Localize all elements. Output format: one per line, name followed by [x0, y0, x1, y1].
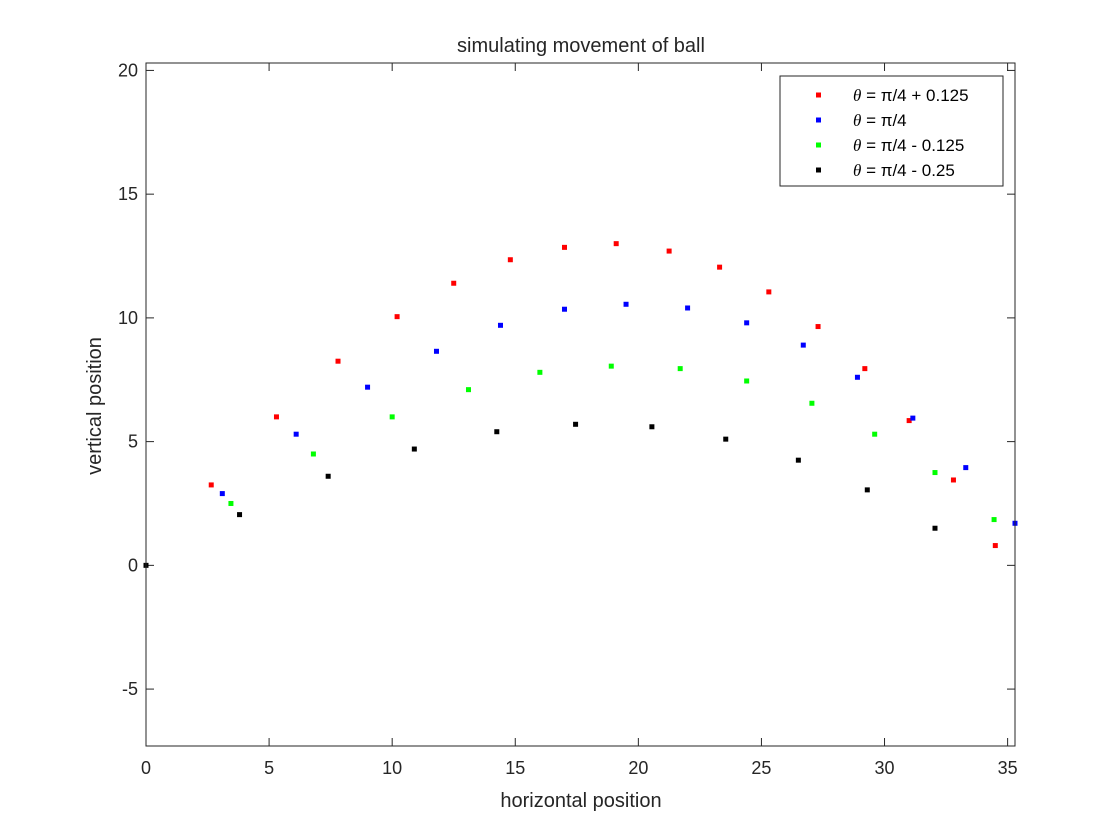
data-point: [862, 366, 868, 372]
legend-label-text: = π/4 + 0.125: [861, 86, 968, 105]
data-point: [906, 418, 912, 424]
data-point: [717, 264, 723, 270]
x-tick-label: 10: [382, 758, 402, 778]
data-point: [800, 342, 806, 348]
data-point: [273, 414, 279, 420]
data-point: [666, 248, 672, 254]
data-point: [219, 491, 225, 497]
data-point: [950, 477, 956, 483]
data-point: [608, 363, 614, 369]
legend-label: θ = π/4 - 0.25: [853, 161, 955, 180]
series-1: [208, 241, 998, 549]
data-point: [335, 358, 341, 364]
legend-label-symbol: θ: [853, 161, 861, 180]
data-point: [228, 500, 234, 506]
series-3: [228, 363, 997, 523]
data-point: [394, 314, 400, 320]
data-point: [992, 543, 998, 549]
y-tick-label: 20: [118, 60, 138, 80]
data-point: [325, 473, 331, 479]
data-point: [537, 369, 543, 375]
legend-marker: [816, 167, 821, 173]
y-tick-label: 15: [118, 184, 138, 204]
data-point: [310, 451, 316, 457]
legend-label-symbol: θ: [853, 136, 861, 155]
data-point: [723, 436, 729, 442]
legend-label: θ = π/4: [853, 111, 907, 130]
x-tick-label: 5: [264, 758, 274, 778]
legend-label: θ = π/4 - 0.125: [853, 136, 964, 155]
legend-marker: [816, 92, 821, 98]
data-point: [744, 320, 750, 326]
x-tick-label: 30: [875, 758, 895, 778]
x-tick-label: 0: [141, 758, 151, 778]
data-point: [433, 348, 439, 354]
y-tick-label: 0: [128, 555, 138, 575]
legend-item: θ = π/4 - 0.25: [816, 161, 955, 180]
data-point: [910, 415, 916, 421]
legend-label-text: = π/4: [861, 111, 906, 130]
axis-ticks: 0 5 10 15 20 25 30 35 -5 0 5 10 15 20: [118, 60, 1018, 778]
data-point: [932, 470, 938, 476]
data-point: [507, 257, 513, 263]
x-tick-label: 35: [998, 758, 1018, 778]
legend-label: θ = π/4 + 0.125: [853, 86, 969, 105]
data-point: [411, 446, 417, 452]
data-point: [497, 322, 503, 328]
chart-title: simulating movement of ball: [457, 35, 705, 57]
x-tick-label: 25: [751, 758, 771, 778]
legend-item: θ = π/4 + 0.125: [816, 86, 969, 105]
legend-label-symbol: θ: [853, 111, 861, 130]
data-point: [623, 301, 629, 307]
x-tick-label: 20: [628, 758, 648, 778]
data-point: [293, 431, 299, 437]
x-tick-label: 15: [505, 758, 525, 778]
data-point: [613, 241, 619, 247]
legend-marker: [816, 142, 821, 148]
data-point: [465, 387, 471, 393]
data-point: [864, 487, 870, 493]
plot-area-frame: [145, 62, 1016, 747]
data-point: [573, 421, 579, 427]
data-point: [795, 457, 801, 463]
data-point: [815, 324, 821, 330]
data-point: [365, 384, 371, 390]
data-point: [208, 482, 214, 488]
data-point: [991, 517, 997, 523]
legend-label-symbol: θ: [853, 86, 861, 105]
y-tick-label: 5: [128, 432, 138, 452]
series-4: [143, 421, 938, 568]
data-point: [649, 424, 655, 430]
data-point: [809, 400, 815, 406]
series-2: [219, 301, 1018, 526]
data-point: [389, 414, 395, 420]
data-point: [744, 378, 750, 384]
data-point: [766, 289, 772, 295]
y-axis-label: vertical position: [84, 337, 106, 475]
y-tick-label: -5: [122, 679, 138, 699]
legend-label-text: = π/4 - 0.125: [861, 136, 964, 155]
data-point: [963, 465, 969, 471]
x-axis-label: horizontal position: [500, 790, 661, 812]
data-point: [561, 306, 567, 312]
data-points: [143, 241, 1018, 568]
data-point: [872, 431, 878, 437]
data-point: [932, 525, 938, 531]
data-point: [451, 280, 457, 286]
data-point: [494, 429, 500, 435]
data-point: [237, 512, 243, 518]
data-point: [561, 244, 567, 250]
data-point: [854, 374, 860, 380]
legend-label-text: = π/4 - 0.25: [861, 161, 954, 180]
data-point: [677, 366, 683, 372]
legend-item: θ = π/4 - 0.125: [816, 136, 964, 155]
data-point: [685, 305, 691, 311]
legend-marker: [816, 117, 821, 123]
y-tick-label: 10: [118, 308, 138, 328]
legend-item: θ = π/4: [816, 111, 907, 130]
